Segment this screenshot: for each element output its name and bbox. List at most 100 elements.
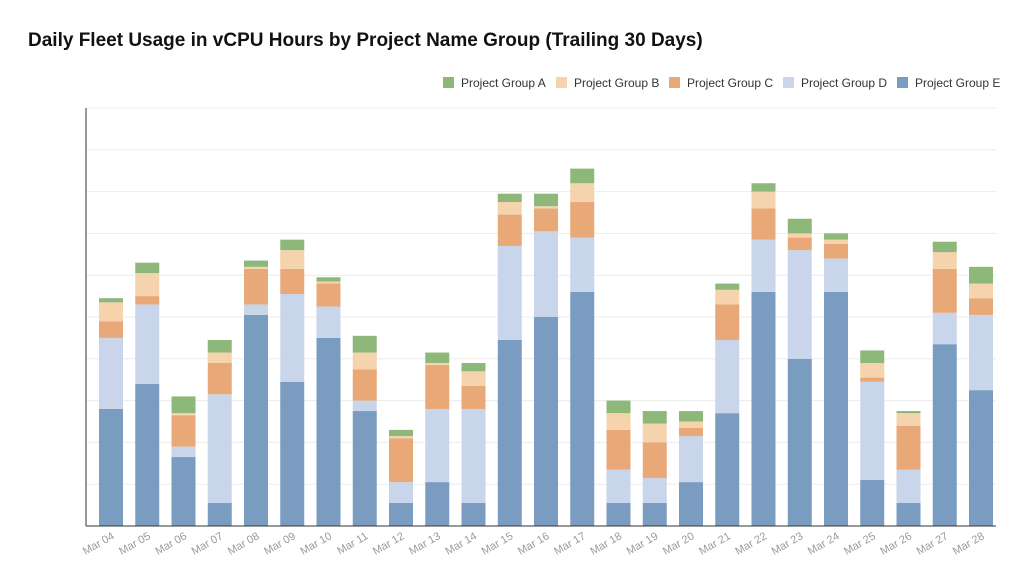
- bar-segment-project-group-e: [932, 344, 957, 526]
- bar-segment-project-group-b: [389, 436, 413, 439]
- bar-segment-project-group-c: [751, 208, 776, 240]
- bar-segment-project-group-a: [570, 168, 595, 184]
- bar-segment-project-group-d: [715, 339, 740, 414]
- bar-segment-project-group-e: [679, 482, 703, 526]
- x-tick-label: Mar 14: [443, 530, 479, 558]
- x-tick-label: Mar 22: [733, 530, 769, 558]
- x-tick-label: Mar 17: [552, 530, 588, 558]
- bar-segment-project-group-b: [461, 371, 486, 386]
- x-tick-label: Mar 10: [298, 530, 334, 558]
- bar-segment-project-group-a: [932, 241, 957, 253]
- bar-segment-project-group-d: [135, 304, 160, 384]
- bar-segment-project-group-a: [99, 298, 123, 303]
- x-tick-label: Mar 07: [190, 530, 226, 558]
- legend-label: Project Group E: [915, 76, 1000, 90]
- bar-segment-project-group-d: [316, 306, 341, 338]
- bar-segment-project-group-d: [570, 237, 595, 292]
- bar-segment-project-group-e: [461, 503, 486, 526]
- bar-segment-project-group-d: [425, 408, 450, 483]
- bar-segment-project-group-c: [244, 268, 268, 305]
- bar-segment-project-group-b: [280, 250, 305, 269]
- bar-segment-project-group-c: [316, 283, 341, 307]
- bar-segment-project-group-e: [824, 291, 848, 526]
- bar-segment-project-group-d: [171, 446, 196, 458]
- bar-segment-project-group-b: [135, 273, 160, 297]
- bar-segment-project-group-e: [570, 291, 595, 526]
- bar-segment-project-group-a: [135, 262, 160, 274]
- bar-segment-project-group-d: [751, 239, 776, 292]
- bar-segment-project-group-c: [534, 208, 558, 232]
- bar-segment-project-group-e: [389, 503, 413, 526]
- bar-segment-project-group-e: [715, 413, 740, 526]
- bar-segment-project-group-b: [715, 289, 740, 305]
- bar-segment-project-group-b: [244, 266, 268, 269]
- bar-segment-project-group-c: [389, 438, 413, 483]
- x-tick-label: Mar 08: [226, 530, 262, 558]
- bar-segment-project-group-d: [787, 250, 812, 359]
- bar-segment-project-group-c: [824, 243, 848, 259]
- bar-segment-project-group-b: [497, 202, 522, 215]
- bar-segment-project-group-c: [642, 442, 667, 478]
- legend-swatch: [669, 77, 680, 88]
- bar-segment-project-group-d: [99, 337, 123, 409]
- bar-segment-project-group-d: [207, 394, 232, 504]
- bar-segment-project-group-c: [352, 369, 377, 401]
- bar-segment-project-group-a: [606, 400, 631, 414]
- bar-segment-project-group-c: [932, 268, 957, 313]
- x-tick-label: Mar 09: [262, 530, 298, 558]
- bar-segment-project-group-e: [860, 480, 885, 526]
- bar-segment-project-group-a: [824, 233, 848, 240]
- x-tick-label: Mar 06: [153, 530, 189, 558]
- x-tick-label: Mar 13: [407, 530, 443, 558]
- bar-segment-project-group-b: [570, 183, 595, 203]
- bar-segment-project-group-c: [787, 237, 812, 251]
- bar-segment-project-group-c: [570, 202, 595, 238]
- bar-segment-project-group-d: [860, 381, 885, 481]
- bar-segment-project-group-e: [497, 339, 522, 526]
- bar-segment-project-group-a: [715, 283, 740, 290]
- bar-segment-project-group-a: [352, 335, 377, 353]
- bar-segment-project-group-a: [751, 183, 776, 192]
- bar-segment-project-group-e: [280, 381, 305, 526]
- bar-segment-project-group-c: [606, 429, 631, 470]
- legend-label: Project Group C: [687, 76, 773, 90]
- x-tick-label: Mar 28: [951, 530, 987, 558]
- bar-segment-project-group-b: [642, 423, 667, 443]
- bar-segment-project-group-b: [316, 281, 341, 284]
- bar-segment-project-group-c: [679, 427, 703, 437]
- bar-segment-project-group-c: [860, 377, 885, 382]
- legend-swatch: [443, 77, 454, 88]
- bar-segment-project-group-d: [352, 400, 377, 412]
- chart-title: Daily Fleet Usage in vCPU Hours by Proje…: [28, 30, 703, 51]
- x-tick-label: Mar 15: [480, 530, 516, 558]
- x-tick-label: Mar 27: [915, 530, 951, 558]
- bar-segment-project-group-a: [280, 239, 305, 251]
- bar-segment-project-group-a: [534, 193, 558, 207]
- bar-segment-project-group-c: [135, 296, 160, 305]
- bar-segment-project-group-e: [352, 411, 377, 526]
- bar-segment-project-group-e: [896, 503, 921, 526]
- bar-segment-project-group-e: [787, 358, 812, 526]
- bar-segment-project-group-c: [280, 268, 305, 295]
- bar-segment-project-group-a: [244, 260, 268, 267]
- bar-segment-project-group-d: [824, 258, 848, 292]
- bar-segment-project-group-b: [932, 252, 957, 269]
- bar-segment-project-group-a: [679, 411, 703, 422]
- bar-segment-project-group-e: [171, 457, 196, 526]
- bar-segment-project-group-d: [969, 314, 993, 391]
- x-tick-label: Mar 26: [878, 530, 914, 558]
- bar-segment-project-group-e: [99, 408, 123, 526]
- bar-segment-project-group-c: [171, 415, 196, 447]
- bar-segment-project-group-b: [824, 239, 848, 244]
- bar-segment-project-group-d: [280, 294, 305, 382]
- bar-segment-project-group-a: [787, 218, 812, 234]
- bar-segment-project-group-a: [461, 362, 486, 372]
- bar-segment-project-group-c: [207, 362, 232, 395]
- bar-segment-project-group-c: [715, 304, 740, 340]
- bar-segment-project-group-a: [860, 350, 885, 363]
- bar-segment-project-group-c: [461, 385, 486, 409]
- bar-segment-project-group-b: [171, 413, 196, 416]
- bar-segment-project-group-a: [389, 429, 413, 437]
- bar-segment-project-group-d: [534, 231, 558, 317]
- legend-label: Project Group B: [574, 76, 659, 90]
